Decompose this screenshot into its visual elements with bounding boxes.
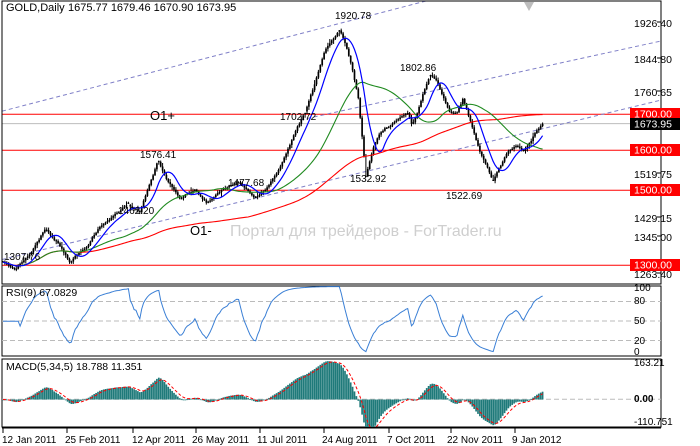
svg-text:12 Jan 2011: 12 Jan 2011 — [2, 435, 57, 446]
svg-text:80: 80 — [634, 296, 646, 307]
svg-text:1576.41: 1576.41 — [140, 150, 177, 161]
svg-text:1477.68: 1477.68 — [228, 178, 265, 189]
svg-text:O1+: O1+ — [150, 108, 175, 123]
svg-text:-110.751: -110.751 — [634, 417, 673, 428]
svg-text:11 Jul 2011: 11 Jul 2011 — [257, 435, 308, 446]
svg-text:MACD(5,34,5) 18.788 11.351: MACD(5,34,5) 18.788 11.351 — [6, 361, 143, 373]
svg-text:1429.15: 1429.15 — [634, 213, 672, 225]
svg-text:1926.40: 1926.40 — [634, 18, 672, 30]
svg-text:25 Feb 2011: 25 Feb 2011 — [65, 435, 121, 446]
svg-text:163.21: 163.21 — [634, 358, 665, 369]
svg-text:0: 0 — [634, 347, 640, 358]
svg-text:50: 50 — [634, 316, 646, 327]
svg-text:1345.00: 1345.00 — [634, 232, 672, 244]
svg-text:26 May 2011: 26 May 2011 — [192, 435, 250, 446]
svg-text:1600.00: 1600.00 — [634, 145, 672, 157]
svg-text:9 Jan 2012: 9 Jan 2012 — [512, 435, 562, 446]
svg-text:GOLD,Daily: GOLD,Daily — [6, 2, 65, 14]
svg-text:7 Oct 2011: 7 Oct 2011 — [387, 435, 436, 446]
svg-text:Портал для трейдеров - ForTrad: Портал для трейдеров - ForTrader.ru — [230, 223, 502, 240]
svg-text:1702.72: 1702.72 — [280, 112, 317, 123]
svg-text:O1-: O1- — [190, 223, 212, 238]
svg-text:1263.40: 1263.40 — [634, 269, 672, 281]
svg-text:1760.65: 1760.65 — [634, 87, 672, 99]
svg-text:1920.78: 1920.78 — [335, 11, 372, 22]
svg-text:1844.80: 1844.80 — [634, 54, 672, 66]
svg-text:RSI(9) 67.0829: RSI(9) 67.0829 — [6, 287, 77, 299]
svg-text:24 Aug 2011: 24 Aug 2011 — [322, 435, 378, 446]
svg-text:1532.92: 1532.92 — [350, 174, 387, 185]
svg-text:12 Apr 2011: 12 Apr 2011 — [132, 435, 186, 446]
svg-text:22 Nov 2011: 22 Nov 2011 — [447, 435, 503, 446]
svg-text:1675.77 1679.46 1670.90 1673.9: 1675.77 1679.46 1670.90 1673.95 — [68, 2, 236, 14]
svg-text:1307.76: 1307.76 — [4, 252, 41, 263]
svg-text:20: 20 — [634, 336, 646, 347]
svg-text:1519.75: 1519.75 — [634, 169, 672, 181]
svg-text:0.00: 0.00 — [634, 394, 654, 405]
svg-text:1522.69: 1522.69 — [446, 191, 483, 202]
svg-text:1462.20: 1462.20 — [118, 206, 155, 217]
svg-text:1500.00: 1500.00 — [634, 185, 672, 197]
svg-text:1802.86: 1802.86 — [400, 63, 437, 74]
svg-text:1673.95: 1673.95 — [634, 119, 672, 131]
svg-text:100: 100 — [634, 283, 651, 294]
